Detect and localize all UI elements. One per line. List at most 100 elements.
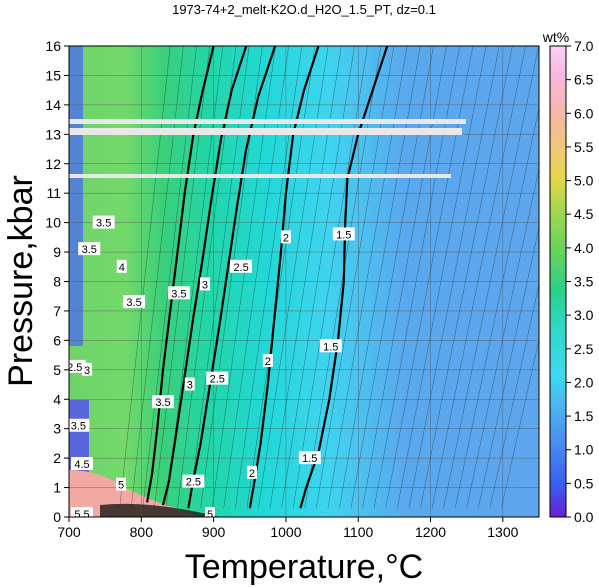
contour-line-2 [248,46,320,509]
missing-data-bars [69,119,466,178]
contour-label: 3.5 [171,288,186,300]
thin-contour-line [408,46,500,509]
contour-label: 3.5 [155,397,170,409]
contour-label-bg [184,377,195,391]
y-tick-label: 10 [45,215,61,231]
colorbar-tick-label: 6.0 [574,105,594,121]
thin-contour-line [454,106,539,509]
contour-label: 1.5 [336,229,351,241]
chart-title: 1973-74+2_melt-K2O.d_H2O_1.5_PT, dz=0.1 [172,2,436,17]
y-tick-label: 8 [53,274,61,290]
contour-label-bg [116,477,127,491]
contour-label: 4.5 [74,459,89,471]
contour-label: 2 [249,468,255,480]
thin-contour-line [466,167,539,509]
contour-label: 3 [202,279,208,291]
x-axis-ticks: 700 800 900 1000 1100 1200 1300 [57,517,519,540]
contour-label-bg [152,395,174,409]
contour-label-bg [182,474,205,488]
colorbar-tick-label: 3.0 [574,307,594,323]
contour-label-bg [69,418,90,432]
colorbar-tick-label: 2.5 [574,341,594,357]
x-tick-label: 1100 [343,524,373,540]
contour-line-3.5 [146,46,215,503]
colorbar-tick-label: 5.5 [574,139,594,155]
contour-label: 2 [283,232,289,244]
contour-label-bg [205,507,215,517]
y-tick-label: 11 [46,185,61,201]
colorbar-tick-label: 2.0 [574,374,594,390]
y-tick-label: 6 [53,332,61,348]
colorbar [549,45,567,518]
contour-labels: 1.51.51.52222.52.52.5333.53.53.53.53.53.… [67,215,355,521]
contour-label: 5 [118,480,124,492]
thin-contour-line [489,283,539,509]
contour-label-bg [332,227,355,241]
thin-contour-line [478,226,539,509]
contour-label-bg [246,465,257,479]
y-tick-label: 7 [53,303,61,319]
missing-data-bar [69,128,462,135]
contour-label: 1.5 [323,341,338,353]
contour-label-bg [280,230,291,244]
contour-label: 2.5 [233,262,248,274]
contour-label: 5.5 [74,509,89,521]
y-axis-label: Pressure,kbar [2,175,40,387]
thin-contour-line [443,46,539,509]
colorbar-tick-label: 1.0 [574,442,594,458]
thin-contour-line [431,46,526,509]
contour-label-bg [82,362,93,376]
contour-label: 3 [84,365,90,377]
contour-label: 3 [187,380,193,392]
y-tick-label: 14 [45,97,61,113]
contour-label: 2.5 [67,362,82,374]
y-tick-label: 3 [53,421,61,437]
y-tick-label: 1 [53,480,61,496]
contour-label: 5 [207,509,213,521]
missing-data-bar [69,174,451,178]
x-tick-label: 700 [57,524,81,540]
contour-label: 3.5 [71,421,86,433]
contour-label: 3.5 [82,244,97,256]
colorbar-tick-label: 0.5 [574,475,594,491]
plot-area: 1.51.51.52222.52.52.5333.53.53.53.53.53.… [67,46,539,521]
x-tick-label: 1200 [415,524,446,540]
y-tick-label: 15 [45,67,61,83]
contour-label: 3.5 [126,297,141,309]
x-tick-label: 900 [202,524,226,540]
thin-contour-line [420,46,513,509]
contour-label-bg [230,259,253,273]
contour-label: 2 [265,356,271,368]
colorbar-ticks: 0.0 0.5 1.0 1.5 2.0 2.5 3.0 3.5 4.0 4.5 5.0 5.5 6.0 6… [566,38,594,525]
high-water-dark-region [100,503,220,517]
y-tick-label: 16 [45,38,61,54]
thin-contour-line [397,46,487,509]
contour-label-bg [319,339,342,353]
colorbar-tick-label: 7.0 [574,38,594,54]
grid [69,46,539,517]
contour-label-bg [167,286,190,300]
colorbar-tick-label: 4.5 [574,206,594,222]
contour-label-bg [262,353,273,367]
contour-label-bg [69,359,86,373]
y-tick-label: 0 [53,509,61,525]
colorbar-tick-label: 0.0 [574,509,594,525]
contour-label: 2.5 [186,477,201,489]
colorbar-tick-label: 4.0 [574,240,594,256]
contour-label-bg [206,371,229,385]
x-axis-label: Temperature,°C [185,548,423,586]
contour-label: 3.5 [96,218,111,230]
y-tick-label: 12 [45,156,61,172]
contour-label: 4 [119,262,125,274]
contour-label-bg [298,451,321,465]
y-tick-label: 13 [45,126,61,142]
contour-label-bg [78,242,101,256]
x-tick-label: 1000 [270,524,301,540]
contour-label-bg [199,277,210,291]
y-tick-label: 4 [53,391,61,407]
colorbar-tick-label: 3.5 [574,274,594,290]
contour-label-bg [116,259,127,273]
y-tick-label: 2 [53,450,61,466]
